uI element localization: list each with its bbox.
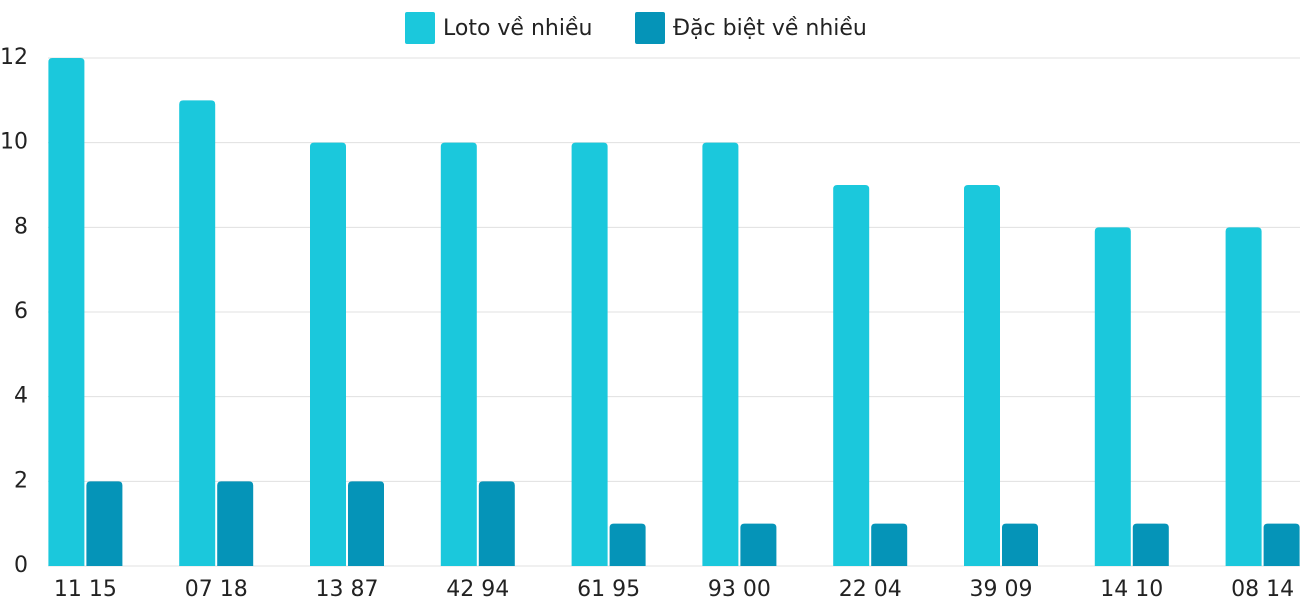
x-tick-label: 42 94 [446,577,509,600]
bar [571,142,608,566]
bar [1263,523,1300,566]
x-tick-label: 22 04 [839,577,902,600]
y-tick-label: 10 [0,130,28,155]
x-tick-label: 13 87 [316,577,379,600]
bar [702,142,739,566]
legend-label: Đặc biệt về nhiều [673,16,867,41]
x-tick-label: 07 18 [185,577,248,600]
y-tick-label: 4 [14,384,28,409]
x-tick-label: 61 95 [577,577,640,600]
x-tick-label: 39 09 [970,577,1033,600]
y-tick-label: 0 [14,553,28,578]
bar [609,523,646,566]
x-tick-label: 14 10 [1100,577,1163,600]
x-tick-label: 08 14 [1231,577,1294,600]
y-tick-label: 8 [14,214,28,239]
bar [179,100,216,566]
bar [217,481,254,566]
bar [48,58,85,566]
bar [348,481,384,566]
bar [478,481,515,566]
y-tick-label: 12 [0,45,28,70]
bar [1094,227,1131,567]
bar [833,185,870,566]
y-tick-label: 6 [14,299,28,324]
legend-swatch [635,12,665,44]
legend-label: Loto về nhiều [443,16,592,41]
bar [1002,523,1038,566]
bar [1225,227,1262,567]
bar [86,481,123,566]
bar [1132,523,1169,566]
legend-swatch [405,12,435,44]
x-tick-label: 11 15 [54,577,117,600]
bar [440,142,477,566]
x-tick-label: 93 00 [708,577,771,600]
bar [871,523,908,566]
bar [964,185,1000,566]
bar [310,142,346,566]
y-tick-label: 2 [14,468,28,493]
bar [740,523,777,566]
